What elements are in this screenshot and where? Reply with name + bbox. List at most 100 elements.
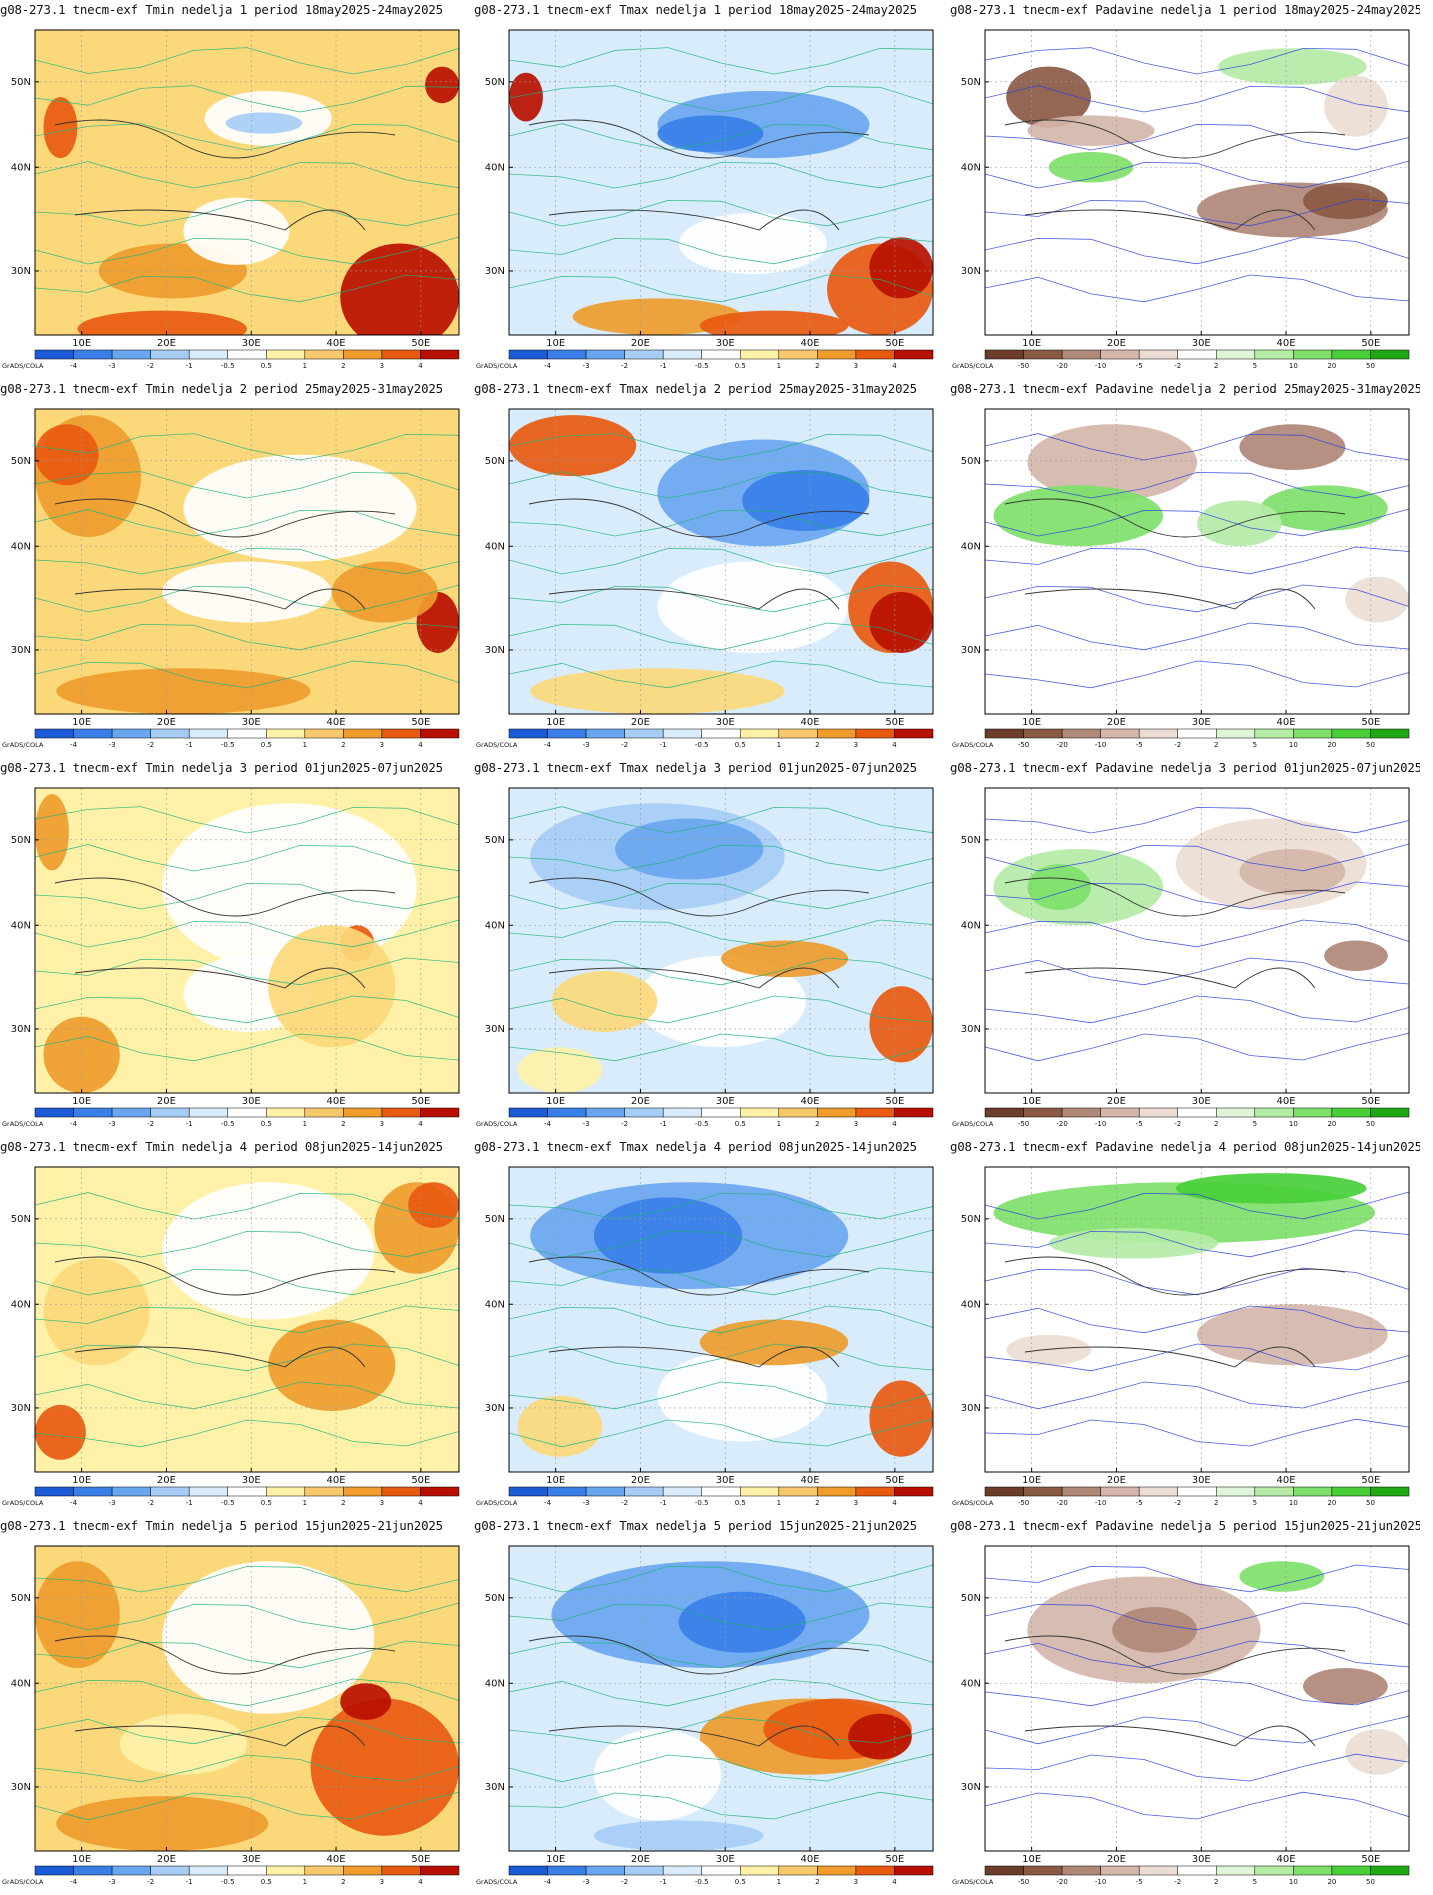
map-panel-week4-tmin: g08-273.1 tnecm-exf Tmin nedelja 4 perio… xyxy=(0,1137,470,1516)
colorbar-swatch xyxy=(624,349,664,360)
panel-title: g08-273.1 tnecm-exf Tmax nedelja 4 perio… xyxy=(474,1139,917,1154)
anomaly-area xyxy=(699,310,849,335)
panel-title: g08-273.1 tnecm-exf Tmin nedelja 5 perio… xyxy=(0,1518,443,1533)
colorbar-swatch xyxy=(740,1107,780,1118)
colorbar-swatch xyxy=(1293,1107,1333,1118)
colorbar-label: 2 xyxy=(1214,741,1218,749)
contour-line xyxy=(35,1754,459,1783)
contour-line xyxy=(509,161,933,189)
colorbar-swatch xyxy=(894,1865,934,1876)
colorbar-label: 2 xyxy=(341,741,345,749)
colorbar-label: -5 xyxy=(1136,1120,1143,1128)
lon-tick-label: 20E xyxy=(157,1096,176,1107)
anomaly-area xyxy=(657,1350,827,1442)
lon-tick-label: 40E xyxy=(801,1854,820,1865)
lon-tick-label: 50E xyxy=(1361,717,1380,728)
anomaly-area xyxy=(56,668,311,714)
colorbar-swatch xyxy=(34,1486,74,1497)
coastline xyxy=(1004,877,1346,989)
lon-tick-label: 30E xyxy=(1192,717,1211,728)
colorbar-swatch xyxy=(1061,1865,1101,1876)
colorbar-swatch xyxy=(1100,1107,1140,1118)
lon-tick-label: 10E xyxy=(72,1475,91,1486)
contour-line xyxy=(985,1753,1409,1782)
colorbar-label: -5 xyxy=(1136,1499,1143,1507)
lon-tick-label: 50E xyxy=(1361,1475,1380,1486)
anomaly-area xyxy=(225,112,303,134)
panel-title: g08-273.1 tnecm-exf Tmax nedelja 3 perio… xyxy=(474,760,917,775)
lon-tick-label: 50E xyxy=(1361,1096,1380,1107)
lon-tick-label: 10E xyxy=(1022,1475,1041,1486)
map-figure: 50N 40N 30N 10E 20E 30E 40E 50E -4 -3 -2 -1 -0.5 0.5 1… xyxy=(476,29,934,370)
colorbar-label: 2 xyxy=(1214,1499,1218,1507)
lon-tick-label: 20E xyxy=(157,1854,176,1865)
colorbar-swatch xyxy=(34,728,74,739)
colorbar-label: 3 xyxy=(854,1120,858,1128)
colorbar-swatch xyxy=(73,1107,113,1118)
anomaly-area xyxy=(1345,576,1409,623)
colorbar-label: -1 xyxy=(186,1120,193,1128)
colorbar-swatch xyxy=(547,728,587,739)
contour-line xyxy=(509,471,933,499)
colorbar-label: 1 xyxy=(777,362,781,370)
colorbar-label: 3 xyxy=(380,1878,384,1886)
lon-tick-label: 40E xyxy=(801,1096,820,1107)
map-panel-week3-precip: g08-273.1 tnecm-exf Padavine nedelja 3 p… xyxy=(950,758,1420,1137)
colorbar-swatch xyxy=(381,1486,421,1497)
lat-tick-label: 30N xyxy=(11,645,31,656)
colorbar-label: -2 xyxy=(147,362,154,370)
colorbar-label: 4 xyxy=(418,1120,423,1128)
colorbar-label: -0.5 xyxy=(695,1120,709,1128)
colorbar-label: -50 xyxy=(1018,1120,1029,1128)
anomaly-area xyxy=(340,1683,392,1720)
colorbar-label: -1 xyxy=(660,741,667,749)
anomaly-area xyxy=(593,1729,721,1821)
map-panel-week1-precip: g08-273.1 tnecm-exf Padavine nedelja 1 p… xyxy=(950,0,1420,379)
anomaly-area xyxy=(1027,424,1197,501)
contour-line xyxy=(509,806,933,834)
map-figure: 50N 40N 30N 10E 20E 30E 40E 50E -50 -20 -10 -5 -2 2 5 1… xyxy=(952,787,1410,1128)
contour-line xyxy=(985,1640,1409,1669)
anomaly-area xyxy=(331,561,438,623)
colorbar-swatch xyxy=(585,349,625,360)
colorbar-swatch xyxy=(1254,1107,1294,1118)
contour-line xyxy=(509,85,933,113)
lat-tick-label: 30N xyxy=(961,1403,981,1414)
lon-tick-label: 30E xyxy=(716,1096,735,1107)
map-frame xyxy=(984,29,1410,336)
contour-line xyxy=(35,274,459,303)
contour-line xyxy=(985,123,1409,151)
colorbar-swatch xyxy=(855,1107,895,1118)
contour-line xyxy=(509,274,933,303)
contour-line xyxy=(509,1640,933,1669)
colorbar-swatch xyxy=(227,349,267,360)
contour-line xyxy=(985,919,1409,948)
colorbar-label: -3 xyxy=(583,1878,590,1886)
colorbar-swatch xyxy=(1100,349,1140,360)
colorbar-label: 2 xyxy=(815,362,819,370)
colorbar-swatch xyxy=(1331,1865,1371,1876)
colorbar-label: -1 xyxy=(186,741,193,749)
anomaly-area xyxy=(509,72,543,122)
colorbar-swatch xyxy=(381,1107,421,1118)
lat-tick-label: 30N xyxy=(961,1782,981,1793)
colorbar-label: 2 xyxy=(341,1120,345,1128)
map-panel-week2-tmax: g08-273.1 tnecm-exf Tmax nedelja 2 perio… xyxy=(474,379,944,758)
lat-tick-label: 50N xyxy=(11,835,31,846)
grads-credit: GrADS/COLA xyxy=(476,1499,518,1507)
anomaly-area xyxy=(43,97,78,159)
colorbar-swatch xyxy=(508,1486,548,1497)
lon-tick-label: 40E xyxy=(327,1475,346,1486)
colorbar-swatch xyxy=(266,1865,306,1876)
anomaly-area xyxy=(162,1182,375,1320)
colorbar-label: -4 xyxy=(70,1878,78,1886)
colorbar-swatch xyxy=(1370,1486,1410,1497)
anomaly-area xyxy=(869,237,933,299)
map-panel-week5-tmax: g08-273.1 tnecm-exf Tmax nedelja 5 perio… xyxy=(474,1516,944,1895)
grads-credit: GrADS/COLA xyxy=(952,1120,994,1128)
lat-tick-label: 50N xyxy=(11,1214,31,1225)
colorbar-swatch xyxy=(1138,1865,1178,1876)
lat-tick-label: 40N xyxy=(485,1678,505,1689)
anomaly-area xyxy=(869,1380,933,1457)
colorbar-swatch xyxy=(662,1865,702,1876)
